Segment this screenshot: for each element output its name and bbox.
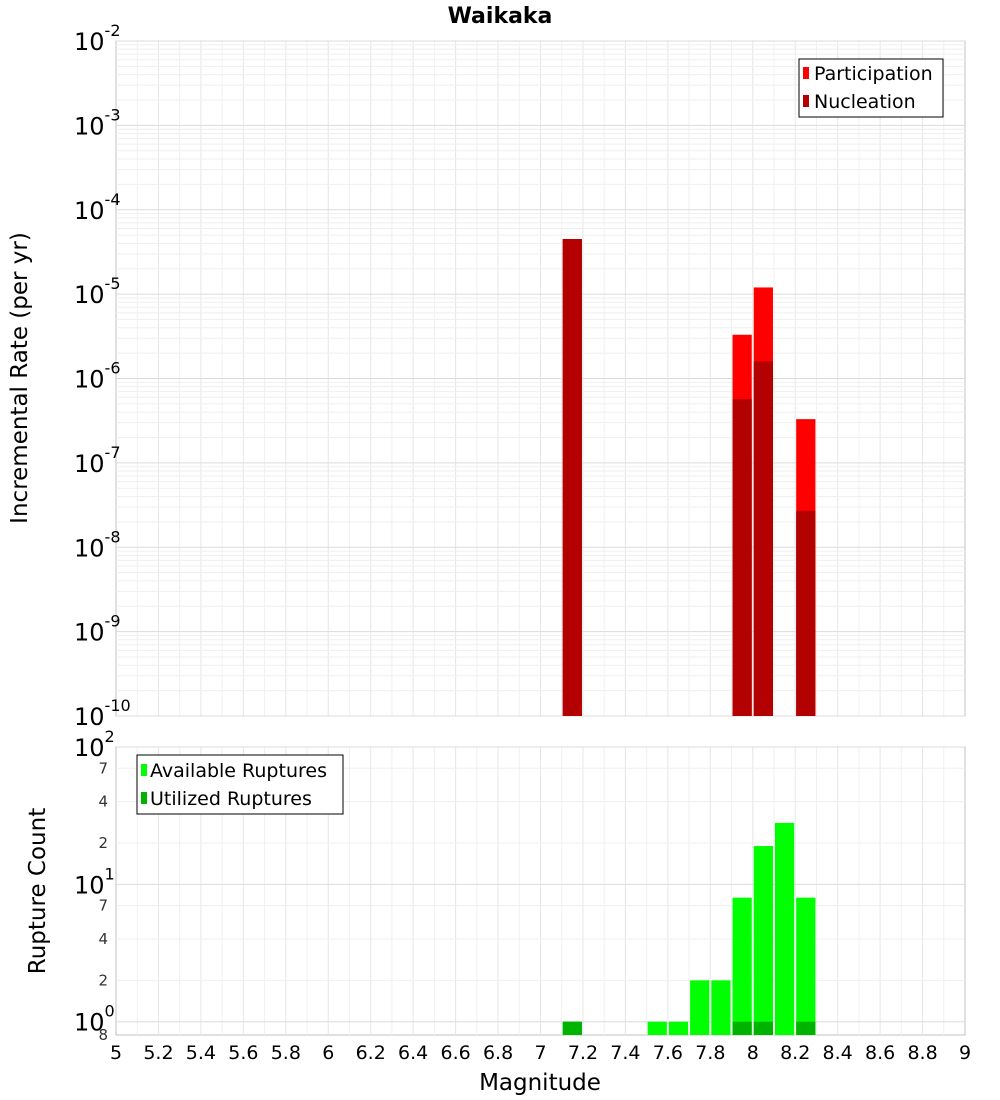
count-y-minor-tick-label: 8 xyxy=(98,1026,108,1044)
count-available-ruptures-bar xyxy=(711,980,731,1035)
count-y-tick-label: 100 xyxy=(74,1002,115,1037)
count-y-minor-tick-label: 7 xyxy=(98,897,108,915)
rate-y-tick-label: 10-3 xyxy=(74,105,121,140)
count-y-tick-labels: 100 101 102 2 4 7 2 4 7 8 xyxy=(74,727,115,1044)
rate-legend: Participation Nucleation xyxy=(798,58,944,118)
count-y-minor-tick-label: 7 xyxy=(98,759,108,777)
participation-legend-swatch xyxy=(803,67,809,79)
count-available-ruptures-bar xyxy=(753,846,773,1035)
count-legend: Available Ruptures Utilized Ruptures xyxy=(136,754,344,815)
x-tick-label: 5.2 xyxy=(143,1042,173,1064)
utilized-legend-label: Utilized Ruptures xyxy=(150,788,312,810)
rate-y-tick-label: 10-6 xyxy=(74,359,121,394)
count-y-minor-tick-label: 4 xyxy=(98,793,108,811)
rate-nucleation-bar xyxy=(796,510,816,716)
rupture-count-chart: 100 101 102 2 4 7 2 4 7 8 Rupture Count Available… xyxy=(25,727,966,1044)
count-bars xyxy=(562,822,816,1035)
count-available-ruptures-bar xyxy=(796,897,816,1035)
x-tick-label: 5 xyxy=(110,1042,122,1064)
chart-title: Waikaka xyxy=(448,4,553,29)
count-y-minor-tick-label: 2 xyxy=(98,971,108,989)
x-tick-label: 7 xyxy=(534,1042,546,1064)
x-tick-label: 5.6 xyxy=(228,1042,258,1064)
count-available-ruptures-bar xyxy=(732,897,752,1035)
count-y-minor-tick-label: 4 xyxy=(98,930,108,948)
nucleation-legend-label: Nucleation xyxy=(814,91,916,113)
rate-nucleation-bar xyxy=(562,239,582,716)
count-utilized-ruptures-bar xyxy=(562,1021,582,1035)
available-legend-label: Available Ruptures xyxy=(150,760,327,782)
x-tick-label: 6 xyxy=(322,1042,334,1064)
x-tick-label: 5.4 xyxy=(186,1042,216,1064)
x-tick-label: 9 xyxy=(959,1042,971,1064)
count-utilized-ruptures-bar xyxy=(753,1021,773,1035)
x-tick-label: 8.4 xyxy=(823,1042,853,1064)
rate-y-tick-label: 10-10 xyxy=(74,696,131,731)
rate-y-tick-label: 10-7 xyxy=(74,443,121,478)
count-available-ruptures-bar xyxy=(690,980,710,1035)
count-y-tick-label: 101 xyxy=(74,864,115,899)
rate-y-tick-labels: 10-10 10-9 10-8 10-7 10-6 10-5 10-4 10-3 10-2 xyxy=(74,21,131,731)
rate-y-axis-label: Incremental Rate (per yr) xyxy=(7,232,33,524)
count-available-ruptures-bar xyxy=(647,1021,667,1035)
x-axis-label: Magnitude xyxy=(479,1070,601,1096)
x-tick-label: 8.2 xyxy=(780,1042,810,1064)
count-utilized-ruptures-bar xyxy=(796,1021,816,1035)
rate-y-tick-label: 10-8 xyxy=(74,527,121,562)
rate-grid xyxy=(116,40,965,717)
x-tick-label: 8.6 xyxy=(865,1042,895,1064)
count-available-ruptures-bar xyxy=(668,1021,689,1035)
count-available-ruptures-bar xyxy=(774,822,795,1035)
x-tick-label: 5.8 xyxy=(271,1042,301,1064)
rate-y-tick-label: 10-2 xyxy=(74,21,121,56)
count-y-axis-label: Rupture Count xyxy=(25,808,51,974)
rate-y-tick-label: 10-9 xyxy=(74,612,121,647)
available-legend-swatch xyxy=(141,764,147,776)
participation-legend-label: Participation xyxy=(814,63,933,85)
x-tick-label: 7.2 xyxy=(568,1042,598,1064)
x-tick-label: 8 xyxy=(747,1042,759,1064)
count-legend-box xyxy=(136,754,344,815)
x-tick-label: 7.6 xyxy=(653,1042,683,1064)
rate-nucleation-bar xyxy=(732,399,752,716)
rate-legend-box xyxy=(798,58,944,118)
x-tick-label: 8.8 xyxy=(907,1042,937,1064)
rate-nucleation-bar xyxy=(753,361,773,716)
x-tick-label: 7.8 xyxy=(695,1042,725,1064)
nucleation-legend-swatch xyxy=(803,95,809,107)
count-y-minor-tick-label: 2 xyxy=(98,834,108,852)
rate-y-tick-label: 10-4 xyxy=(74,190,121,225)
rate-y-tick-label: 10-5 xyxy=(74,274,121,309)
count-y-tick-label: 102 xyxy=(74,727,115,762)
rate-chart: 10-10 10-9 10-8 10-7 10-6 10-5 10-4 10-3 10-2 In… xyxy=(7,21,966,731)
count-utilized-ruptures-bar xyxy=(732,1021,752,1035)
x-tick-label: 6.2 xyxy=(356,1042,386,1064)
x-tick-label: 7.4 xyxy=(610,1042,640,1064)
x-tick-label: 6.8 xyxy=(483,1042,513,1064)
utilized-legend-swatch xyxy=(141,792,147,804)
x-tick-label: 6.4 xyxy=(398,1042,428,1064)
rate-bars xyxy=(562,239,816,716)
x-tick-labels: 5 5.2 5.4 5.6 5.8 6 6.2 6.4 6.6 6.8 7 7.2 7.4 7.6 7.8 8… xyxy=(110,1042,971,1064)
x-tick-label: 6.6 xyxy=(440,1042,470,1064)
